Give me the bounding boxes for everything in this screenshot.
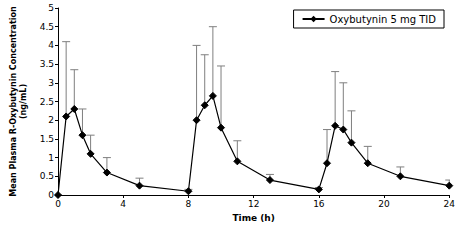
svg-text:20: 20 [378,199,390,209]
svg-text:0: 0 [55,199,61,209]
svg-text:1.5: 1.5 [40,134,54,144]
svg-text:16: 16 [313,199,325,209]
svg-text:Time (h): Time (h) [232,213,274,223]
svg-text:2.5: 2.5 [40,97,54,107]
svg-text:0: 0 [48,190,54,200]
svg-text:12: 12 [248,199,259,209]
svg-text:4: 4 [48,40,54,50]
svg-text:5: 5 [48,3,54,13]
svg-text:24: 24 [444,199,456,209]
svg-text:1: 1 [48,153,54,163]
svg-text:0.5: 0.5 [40,171,54,181]
svg-text:3: 3 [48,78,54,88]
svg-text:Oxybutynin 5 mg TID: Oxybutynin 5 mg TID [330,14,437,25]
svg-text:4: 4 [120,199,126,209]
svg-text:2: 2 [48,115,54,125]
svg-text:3.5: 3.5 [40,59,54,69]
svg-text:4.5: 4.5 [40,22,54,32]
svg-text:(ng/mL): (ng/mL) [19,84,28,119]
svg-text:8: 8 [186,199,192,209]
svg-text:Mean Plasma R-Oxybutynin Conce: Mean Plasma R-Oxybutynin Concentration [9,6,18,197]
